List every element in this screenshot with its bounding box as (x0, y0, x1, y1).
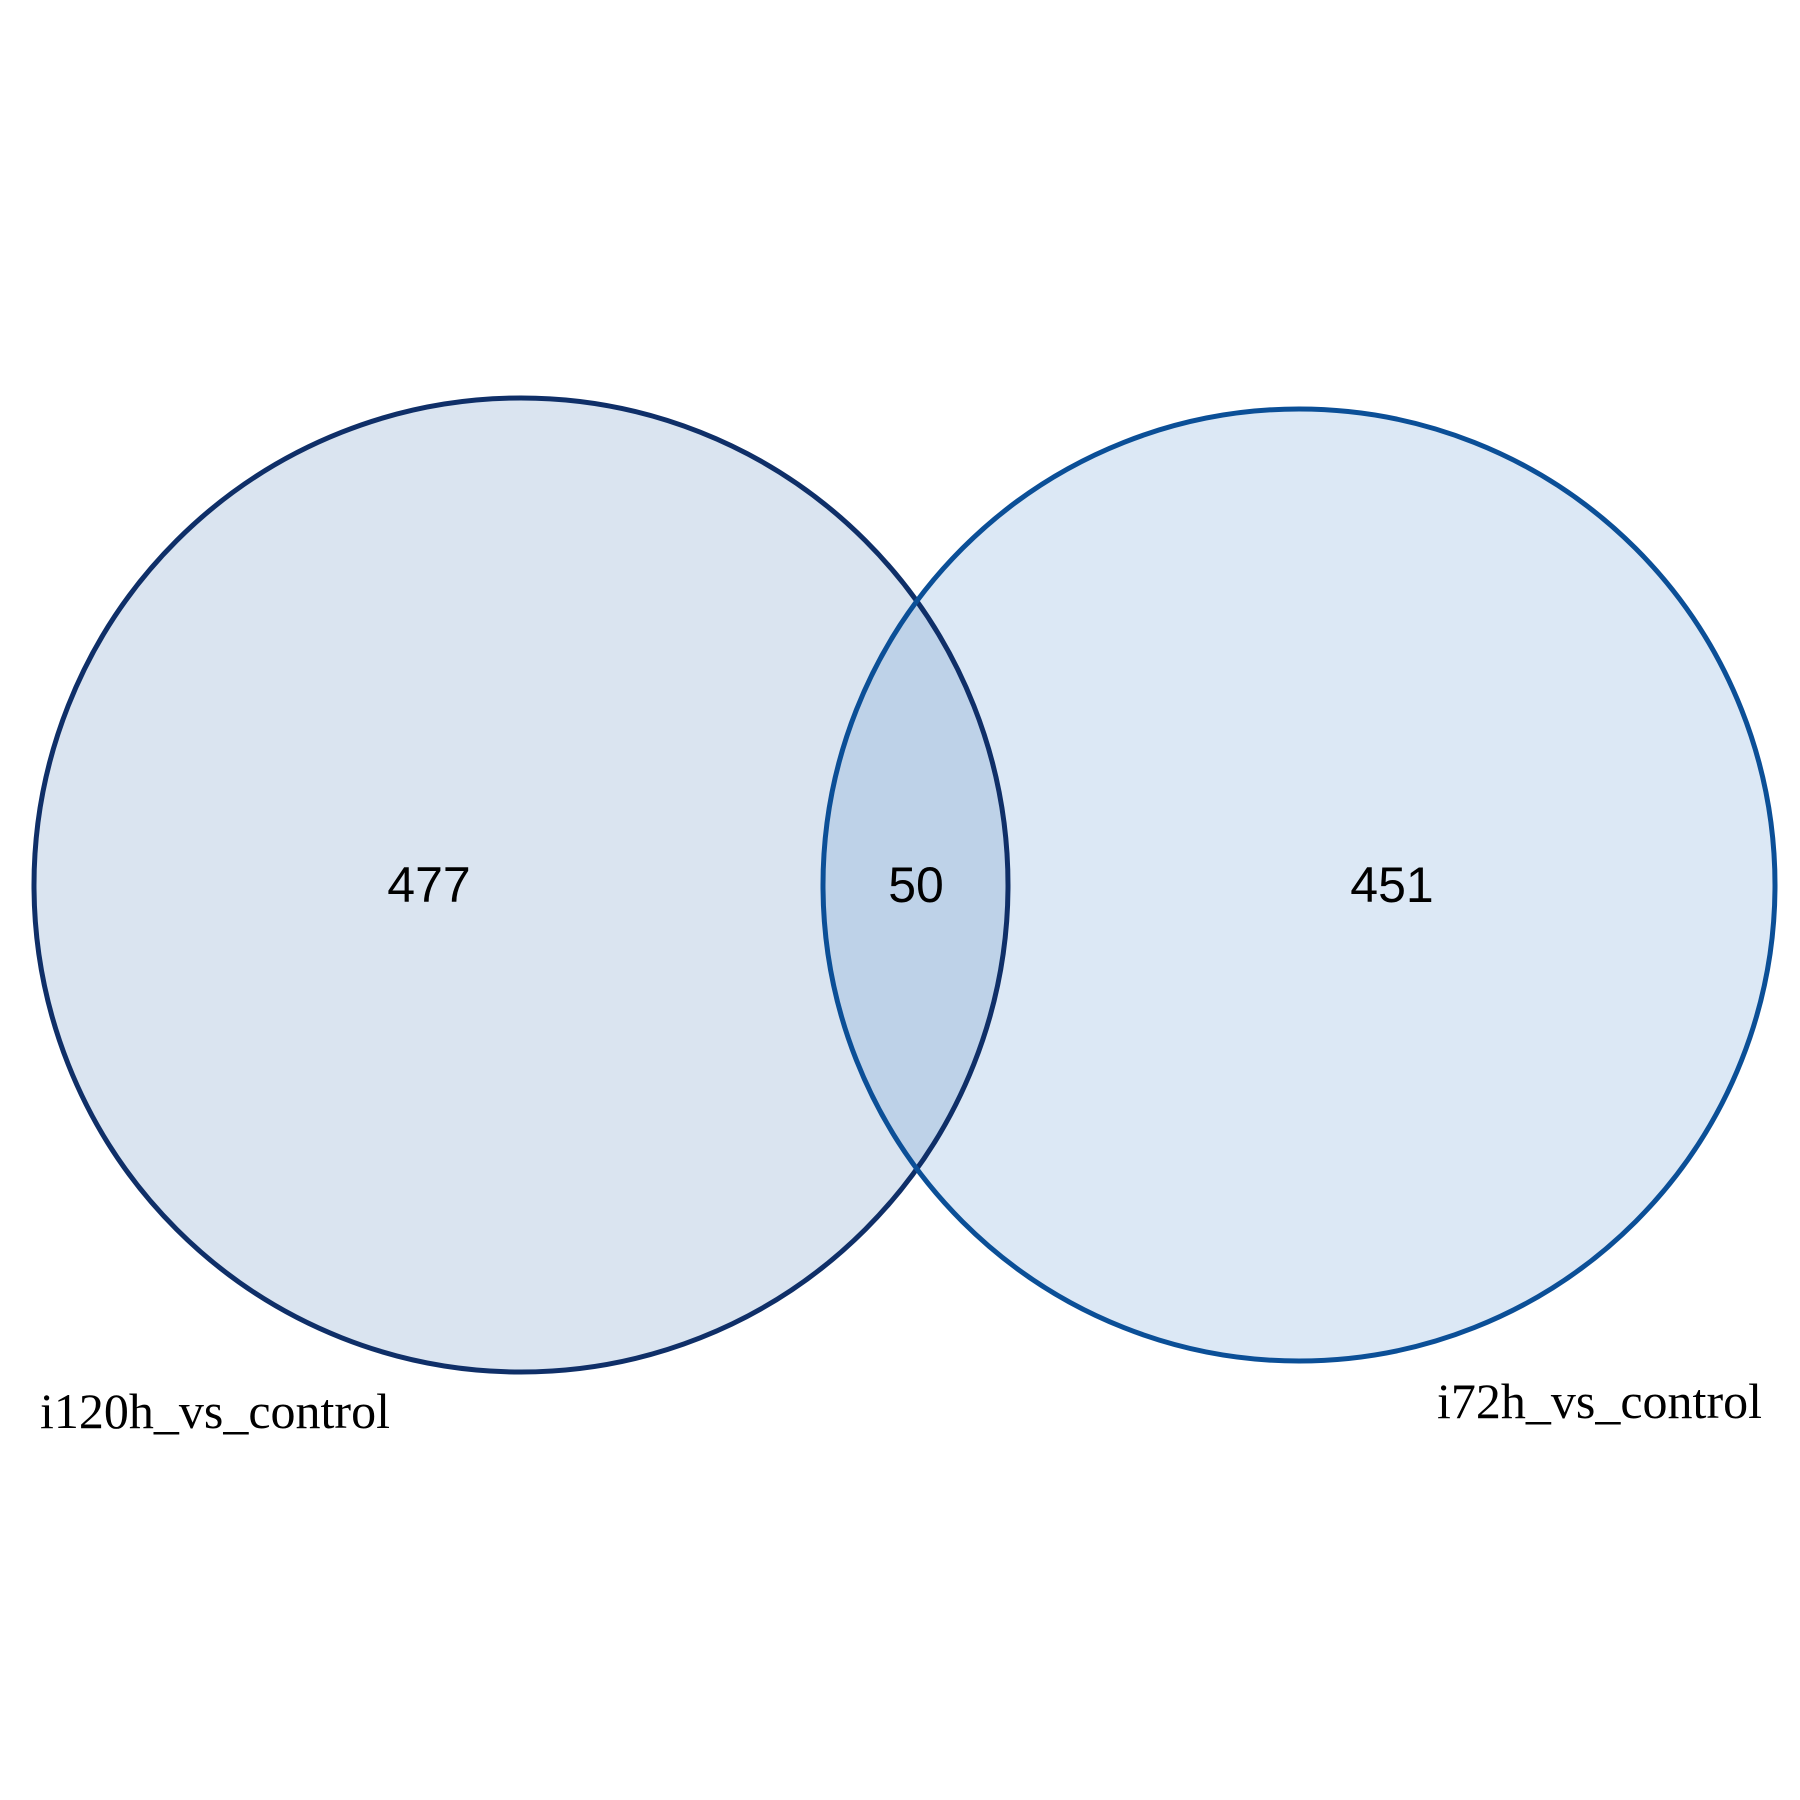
set-b-label: i72h_vs_control (1437, 1373, 1762, 1429)
set-b-outline (820, 406, 1778, 1364)
set-b-only-count: 451 (1350, 857, 1433, 913)
set-a-only-count: 477 (387, 857, 470, 913)
set-a-outline (31, 395, 1011, 1375)
set-a-circle (34, 398, 1008, 1372)
intersection-count: 50 (888, 857, 944, 913)
set-a-label: i120h_vs_control (40, 1383, 390, 1439)
set-b-circle (823, 409, 1775, 1361)
